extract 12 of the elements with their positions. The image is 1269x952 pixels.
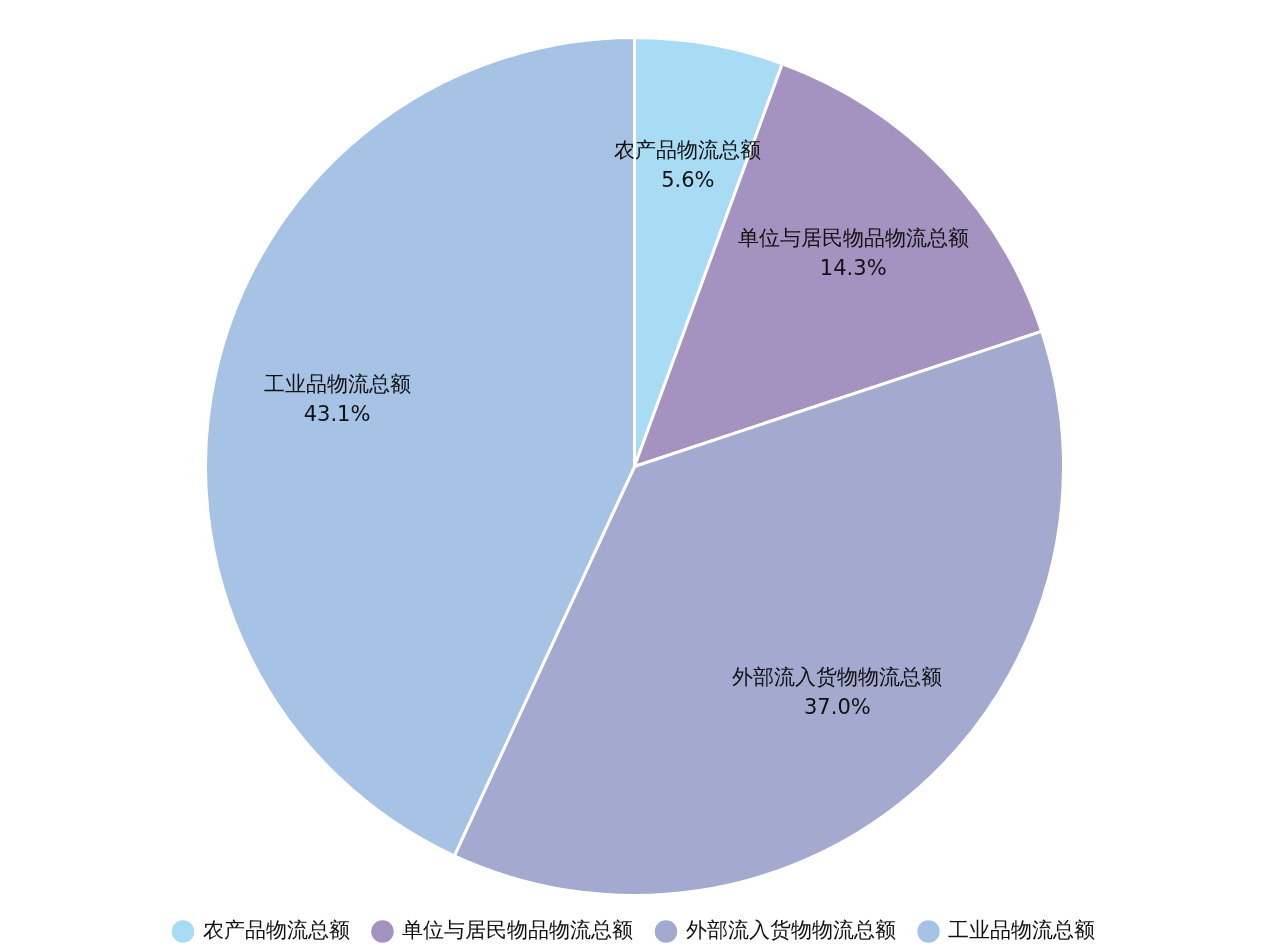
slice-label: 单位与居民物品物流总额 [737,225,969,250]
data-label: 5.6% [661,168,715,193]
legend-label: 农产品物流总额 [202,917,350,942]
slice-label: 外部流入货物物流总额 [732,665,943,690]
legend-label: 外部流入货物物流总额 [685,917,896,942]
data-label: 14.3% [819,255,887,280]
slice-label: 工业品物流总额 [263,372,411,397]
legend-label: 单位与居民物品物流总额 [402,917,633,942]
data-label: 43.1% [303,402,371,427]
slice-label: 农产品物流总额 [614,138,762,163]
data-label: 37.0% [804,695,871,720]
legend-label: 工业品物流总额 [948,917,1095,942]
